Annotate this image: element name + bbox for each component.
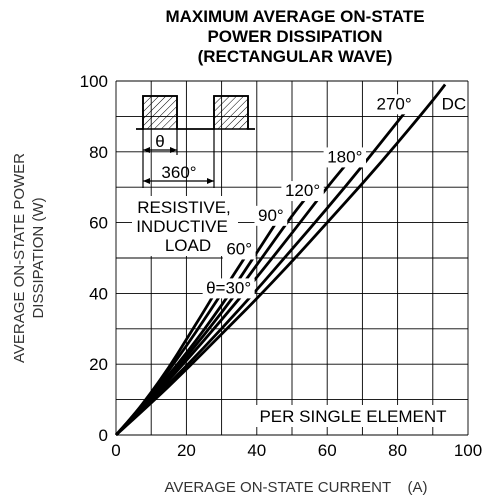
series-label-3: 120° xyxy=(285,181,320,200)
series-line-5 xyxy=(115,112,406,437)
x-tick-label-80: 80 xyxy=(388,441,407,460)
theta-label: θ xyxy=(155,132,164,151)
chart-title-line-3: (RECTANGULAR WAVE) xyxy=(198,47,393,66)
series-labels: θ=30° 60° 90°120° 180° 270° DC xyxy=(202,94,467,299)
series-label-bg-4 xyxy=(323,147,366,168)
element-label: PER SINGLE ELEMENT xyxy=(259,407,446,426)
x-tick-label-100: 100 xyxy=(454,441,482,460)
series-label-5: 270° xyxy=(376,94,411,113)
series-label-bg-3 xyxy=(281,181,324,202)
x-tick-label-40: 40 xyxy=(247,441,266,460)
waveform-inset: θ 360° xyxy=(136,95,255,188)
load-label-line-2: INDUCTIVE xyxy=(136,217,228,236)
x-axis-label: AVERAGE ON-STATE CURRENT (A) xyxy=(164,479,427,496)
series-label-2: 90° xyxy=(258,206,284,225)
chart-title-line-2: POWER DISSIPATION xyxy=(207,27,382,46)
series-line-3 xyxy=(114,196,308,436)
series-label-bg-2 xyxy=(254,205,288,226)
waveform-pulse-1 xyxy=(142,95,178,130)
series-label-4: 180° xyxy=(327,147,362,166)
y-tick-label-20: 20 xyxy=(89,355,108,374)
theta-arrowhead-right xyxy=(170,147,177,153)
x-tick-label-20: 20 xyxy=(177,441,196,460)
theta-arrowhead-left xyxy=(143,147,150,153)
series-label-bg-6 xyxy=(442,94,466,115)
period-arrowhead-right xyxy=(207,178,214,184)
y-tick-label-0: 0 xyxy=(99,426,108,445)
y-axis-label-line-1: AVERAGE ON-STATE POWER xyxy=(11,153,28,363)
series-label-bg-5 xyxy=(372,94,416,115)
series-line-6 xyxy=(115,83,447,437)
load-label-background xyxy=(132,196,238,256)
series-label-0: θ=30° xyxy=(206,278,251,297)
y-tick-label-60: 60 xyxy=(89,214,108,233)
waveform-baseline xyxy=(136,95,255,130)
tick-labels: 0 20 40 60 80 100 0 20 40 60 80 100 xyxy=(80,72,483,460)
y-tick-label-100: 100 xyxy=(80,72,108,91)
y-axis-label: AVERAGE ON-STATE POWER DISSIPATION (W) xyxy=(11,153,47,363)
element-label-background xyxy=(246,405,460,427)
y-tick-label-80: 80 xyxy=(89,143,108,162)
curves xyxy=(114,83,447,437)
x-tick-label-60: 60 xyxy=(318,441,337,460)
period-label: 360° xyxy=(161,163,196,182)
y-axis-label-line-2: DISSIPATION (W) xyxy=(30,197,47,318)
series-line-4 xyxy=(115,165,346,436)
load-label-line-3: LOAD xyxy=(165,236,211,255)
y-tick-label-40: 40 xyxy=(89,284,108,303)
period-arrowhead-left xyxy=(143,178,150,184)
series-label-6: DC xyxy=(442,94,467,113)
waveform-pulse-2 xyxy=(213,95,249,130)
chart-title-line-1: MAXIMUM AVERAGE ON-STATE xyxy=(165,7,424,26)
series-label-bg-0 xyxy=(202,278,255,299)
load-label-line-1: RESISTIVE, xyxy=(137,198,231,217)
x-tick-label-0: 0 xyxy=(111,441,120,460)
series-label-bg-1 xyxy=(222,239,256,260)
series-label-1: 60° xyxy=(226,239,252,258)
